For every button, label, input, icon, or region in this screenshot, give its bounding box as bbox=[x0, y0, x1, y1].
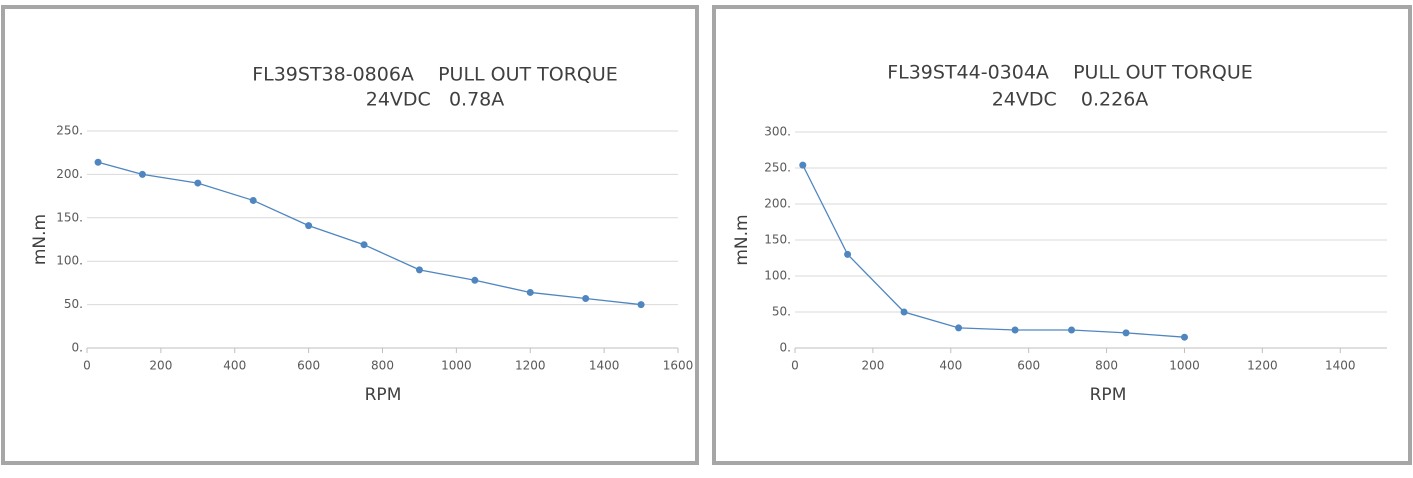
x-tick-label: 800 bbox=[1095, 359, 1118, 373]
x-tick-label: 400 bbox=[223, 359, 246, 373]
y-tick-label: 200. bbox=[764, 197, 791, 211]
y-tick-label: 150. bbox=[56, 210, 83, 224]
x-tick-label: 1000 bbox=[441, 359, 472, 373]
data-point bbox=[955, 324, 963, 332]
x-tick-label: 1400 bbox=[589, 359, 620, 373]
x-tick-label: 1200 bbox=[515, 359, 546, 373]
data-point bbox=[471, 276, 479, 284]
x-tick-label: 1600 bbox=[663, 359, 694, 373]
data-point bbox=[305, 222, 313, 230]
y-tick-label: 0. bbox=[780, 341, 791, 355]
data-point bbox=[1068, 326, 1076, 334]
x-tick-label: 600 bbox=[1017, 359, 1040, 373]
data-point bbox=[1011, 326, 1019, 334]
data-point bbox=[360, 241, 368, 249]
data-point bbox=[415, 266, 423, 274]
data-point bbox=[1180, 333, 1188, 341]
series-line bbox=[802, 164, 1185, 338]
x-tick-label: 0 bbox=[791, 359, 799, 373]
y-axis-title: mN.m bbox=[30, 214, 50, 265]
data-point bbox=[900, 308, 908, 316]
x-tick-label: 200 bbox=[861, 359, 884, 373]
data-point bbox=[844, 250, 852, 258]
data-point bbox=[194, 179, 202, 187]
y-tick-label: 200. bbox=[56, 167, 83, 181]
chart-title: FL39ST38-0806A PULL OUT TORQUE bbox=[252, 64, 618, 86]
x-axis-title: RPM bbox=[365, 385, 402, 405]
y-tick-label: 50. bbox=[772, 305, 791, 319]
x-tick-label: 200 bbox=[149, 359, 172, 373]
x-tick-label: 800 bbox=[371, 359, 394, 373]
y-tick-label: 100. bbox=[56, 254, 83, 268]
x-tick-label: 0 bbox=[83, 359, 91, 373]
data-point bbox=[138, 170, 146, 178]
x-tick-label: 400 bbox=[939, 359, 962, 373]
chart-title: FL39ST44-0304A PULL OUT TORQUE bbox=[887, 62, 1253, 84]
data-point bbox=[799, 161, 807, 169]
y-tick-label: 100. bbox=[764, 269, 791, 283]
chart-subtitle: 24VDC 0.226A bbox=[992, 89, 1149, 111]
data-point bbox=[637, 301, 645, 309]
data-point bbox=[94, 158, 102, 166]
data-point bbox=[249, 196, 257, 204]
data-point bbox=[582, 295, 590, 303]
chart-subtitle: 24VDC 0.78A bbox=[366, 89, 505, 111]
x-axis-title: RPM bbox=[1090, 385, 1127, 405]
y-tick-label: 0. bbox=[72, 341, 83, 355]
y-tick-label: 50. bbox=[64, 297, 83, 311]
y-tick-label: 250. bbox=[56, 124, 83, 138]
data-point bbox=[526, 288, 534, 296]
panel bbox=[712, 5, 1412, 465]
y-tick-label: 300. bbox=[764, 125, 791, 139]
x-tick-label: 600 bbox=[297, 359, 320, 373]
y-tick-label: 150. bbox=[764, 233, 791, 247]
x-tick-label: 1400 bbox=[1325, 359, 1356, 373]
panel bbox=[1, 5, 699, 465]
x-tick-label: 1000 bbox=[1169, 359, 1200, 373]
x-tick-label: 1200 bbox=[1247, 359, 1278, 373]
y-axis-title: mN.m bbox=[732, 214, 752, 265]
data-point bbox=[1122, 329, 1130, 337]
y-tick-label: 250. bbox=[764, 161, 791, 175]
